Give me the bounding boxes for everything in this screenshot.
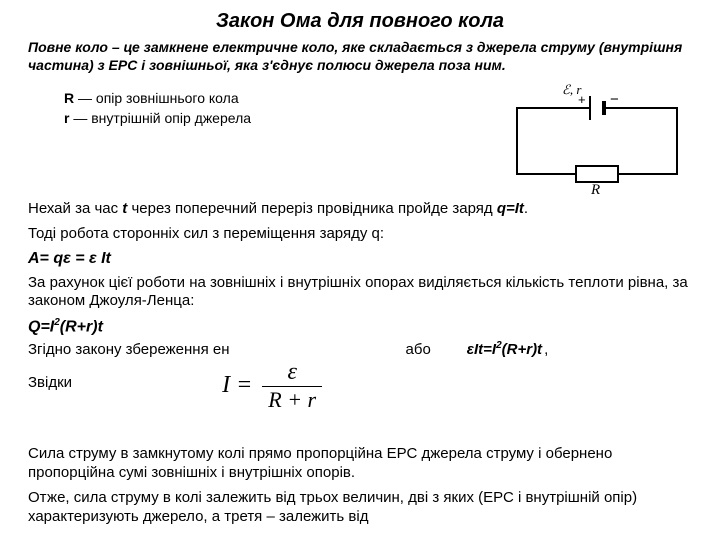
paragraph-work: Тоді робота сторонніх сил з переміщення … (28, 225, 692, 244)
conservation-left: Згідно закону збереження ен (28, 341, 230, 358)
p1c: . (524, 200, 528, 217)
conservation-row: Згідно закону збереження ен або εIt=I2(R… (28, 340, 692, 358)
ohm-num: ε (277, 360, 306, 386)
derive-left: Звідки (28, 360, 72, 391)
formula-A: A= qε = ε It (28, 250, 692, 268)
formula-Q-pre: Q=I (28, 318, 54, 335)
p1a: Нехай за час (28, 200, 122, 217)
p1b: через поперечний переріз провідника прой… (127, 200, 497, 217)
R-label: R (590, 182, 600, 194)
ohm-I: I (222, 372, 236, 399)
derive-row: Звідки I = ε R + r (28, 360, 692, 411)
eps-label: ℰ, r (562, 84, 582, 97)
ohm-den: R + r (262, 387, 322, 411)
conservation-comma: , (542, 341, 548, 358)
legend-R-text: — опір зовнішнього кола (74, 90, 239, 106)
paragraph-proportional: Сила струму в замкнутому колі прямо проп… (28, 445, 692, 483)
circuit-diagram: + − ℰ, r R (502, 84, 692, 194)
paragraph-charge: Нехай за час t через поперечний переріз … (28, 200, 692, 219)
circuit-svg: + − ℰ, r R (502, 84, 692, 194)
p1-q: q=It (497, 200, 524, 217)
ohm-eq: = (236, 372, 262, 399)
formula-Q: Q=I2(R+r)t (28, 317, 692, 336)
conservation-right: εIt=I2(R+r)t (467, 340, 542, 358)
paragraph-depends: Отже, сила струму в колі залежить від тр… (28, 489, 692, 527)
ohm-fraction: ε R + r (262, 360, 322, 411)
page-title: Закон Ома для повного кола (28, 10, 692, 33)
paragraph-joule: За рахунок цієї роботи на зовнішніх і вн… (28, 274, 692, 312)
intro-definition: Повне коло – це замкнене електричне коло… (28, 39, 692, 74)
legend-r: r — внутрішній опір джерела (64, 110, 502, 126)
ohm-formula: I = ε R + r (222, 360, 322, 411)
legend-R-symbol: R (64, 90, 74, 106)
conservation-or: або (406, 341, 467, 358)
minus-label: − (610, 91, 619, 108)
legend-R: R — опір зовнішнього кола (64, 90, 502, 106)
legend-r-text: — внутрішній опір джерела (69, 110, 251, 126)
legend: R — опір зовнішнього кола r — внутрішній… (28, 84, 502, 130)
formula-Q-post: (R+r)t (60, 318, 103, 335)
legend-and-circuit: R — опір зовнішнього кола r — внутрішній… (28, 84, 692, 194)
